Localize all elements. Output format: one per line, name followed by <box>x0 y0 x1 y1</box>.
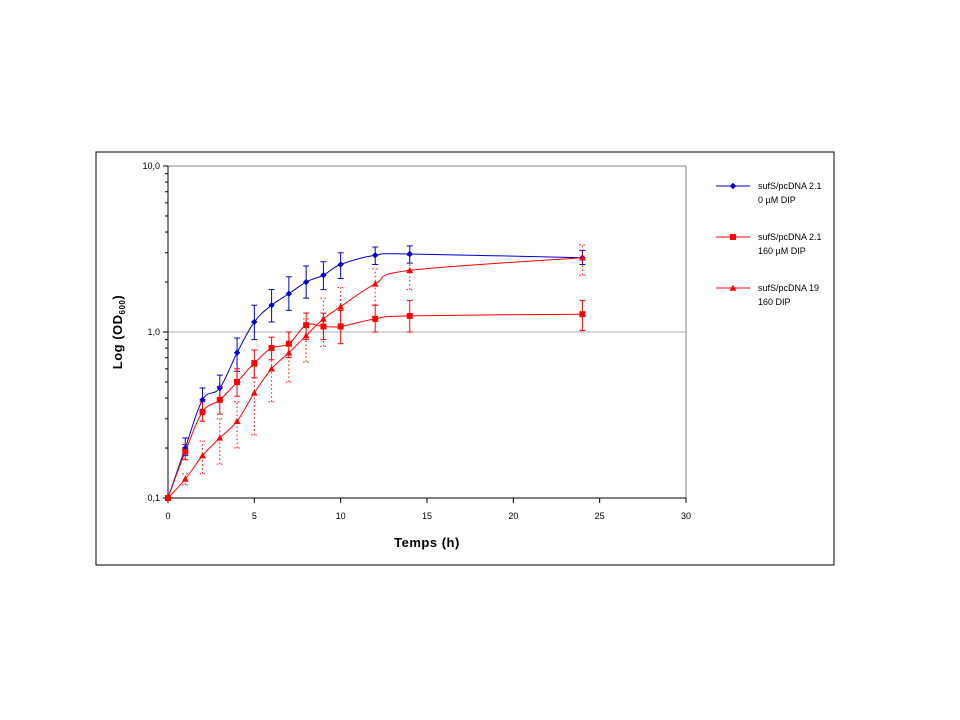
series-point-square <box>268 345 275 352</box>
series-markers <box>164 250 586 502</box>
series-point-square <box>337 323 344 330</box>
series-point-diamond <box>406 250 413 258</box>
series-point-square <box>406 312 413 319</box>
series-point-diamond <box>320 271 327 279</box>
x-tick-label: 15 <box>422 511 432 521</box>
series-point-diamond <box>182 444 189 452</box>
series-point-diamond <box>285 290 293 297</box>
y-tick-label: 10,0 <box>142 161 160 171</box>
tick-labels: 0,1 1,0 10,0 0 5 10 15 20 25 30 <box>142 161 691 521</box>
series-point-square <box>730 234 736 240</box>
series-point-diamond <box>729 182 737 190</box>
series-point-diamond <box>337 261 344 268</box>
series-point-triangle <box>579 254 586 261</box>
series-point-triangle <box>406 267 414 274</box>
series-point-square <box>285 340 292 347</box>
y-tick-label: 1,0 <box>147 327 160 337</box>
series-point-triangle <box>268 365 275 372</box>
series-point-square <box>303 322 310 329</box>
series-point-triangle <box>729 284 737 291</box>
series-point-triangle <box>199 452 206 459</box>
legend: sufS/pcDNA 2.1 0 µM DIP sufS/pcDNA 2.1 160 … <box>716 181 822 307</box>
x-tick-label: 20 <box>508 511 518 521</box>
series-point-square <box>579 311 586 318</box>
series-point-triangle <box>250 389 258 396</box>
y-axis-title-subscript: 600 <box>118 300 127 315</box>
x-tick-label: 0 <box>165 511 170 521</box>
x-tick-label: 30 <box>681 511 691 521</box>
series-point-triangle <box>371 280 379 287</box>
series-point-square <box>199 408 206 415</box>
series-point-triangle <box>320 315 327 322</box>
series-point-diamond <box>233 349 241 356</box>
series-point-triangle <box>164 494 172 501</box>
series-point-diamond <box>372 252 379 259</box>
series-point-square <box>182 448 189 455</box>
series-point-diamond <box>268 302 275 309</box>
x-tick-label: 25 <box>595 511 605 521</box>
series-point-triangle <box>233 417 241 424</box>
series-point-triangle <box>285 349 293 356</box>
series-point-triangle <box>337 303 345 310</box>
series-point-square <box>320 323 327 330</box>
y-axis-title: Log (OD600) <box>110 295 127 369</box>
x-tick-label: 10 <box>336 511 346 521</box>
legend-label: sufS/pcDNA 2.1 <box>758 232 822 242</box>
series-point-triangle <box>216 434 224 441</box>
series-point-diamond <box>216 384 223 392</box>
legend-label: sufS/pcDNA 19 <box>758 283 819 293</box>
series-point-square <box>234 378 241 385</box>
series-point-triangle <box>181 475 189 482</box>
series-point-square <box>216 396 223 403</box>
series-point-diamond <box>251 318 258 326</box>
legend-label: 160 µM DIP <box>758 246 806 256</box>
x-tick-label: 5 <box>252 511 257 521</box>
series-point-diamond <box>199 396 206 404</box>
series-point-square <box>372 315 379 322</box>
series-point-square <box>251 360 258 367</box>
y-tick-label: 0,1 <box>147 493 160 503</box>
series-point-diamond <box>302 278 310 286</box>
legend-label: 160 DIP <box>758 297 791 307</box>
legend-label: 0 µM DIP <box>758 195 796 205</box>
x-axis-title: Temps (h) <box>394 535 460 550</box>
series-point-triangle <box>302 332 310 339</box>
legend-label: sufS/pcDNA 2.1 <box>758 181 822 191</box>
